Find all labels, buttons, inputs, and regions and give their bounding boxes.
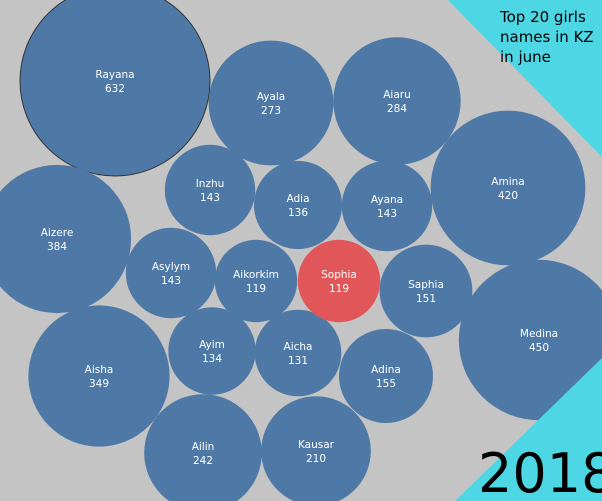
bubble-aiaru[interactable]: Aiaru 284 [333, 37, 461, 165]
bubble-value-aiaru: 284 [387, 103, 407, 115]
bubble-circle-amina[interactable] [430, 110, 586, 266]
bubble-label-sophia: Sophia [321, 269, 357, 281]
bubble-value-kausar: 210 [306, 453, 326, 465]
bubble-amina[interactable]: Amina 420 [430, 110, 586, 266]
bubble-ayana[interactable]: Ayana 143 [341, 160, 433, 252]
bubble-circle-ayim[interactable] [168, 307, 256, 395]
bubble-label-ailin: Ailin [192, 441, 215, 453]
bubble-label-rayana: Rayana [95, 69, 134, 81]
bubble-aisha[interactable]: Aisha 349 [28, 305, 170, 447]
bubble-adina[interactable]: Adina 155 [339, 329, 433, 423]
bubble-ayim[interactable]: Ayim 134 [168, 307, 256, 395]
year-label: 2018 [478, 442, 602, 501]
bubble-circle-saphia[interactable] [379, 244, 473, 338]
bubble-value-aicha: 131 [288, 355, 308, 367]
bubble-value-ailin: 242 [193, 455, 213, 467]
title-line-2: names in KZ [500, 28, 594, 46]
bubble-label-adina: Adina [371, 364, 401, 376]
bubble-asylym[interactable]: Asylym 143 [125, 227, 217, 319]
bubble-ailin[interactable]: Ailin 242 [144, 394, 262, 501]
bubble-label-asylym: Asylym [152, 261, 190, 273]
title-accent-triangle [448, 0, 602, 157]
bubble-circle-medina[interactable] [458, 259, 602, 421]
bubble-label-aikorkim: Aikorkim [233, 269, 279, 281]
bubble-adia[interactable]: Adia 136 [253, 160, 343, 250]
bubble-value-amina: 420 [498, 190, 518, 202]
bubble-sophia[interactable]: Sophia 119 [297, 239, 381, 323]
bubble-circle-asylym[interactable] [125, 227, 217, 319]
bubble-circle-adina[interactable] [339, 329, 433, 423]
bubble-circle-aicha[interactable] [254, 309, 342, 397]
bubble-label-aiaru: Aiaru [383, 89, 411, 101]
bubble-circle-ayala[interactable] [208, 40, 334, 166]
bubble-label-aisha: Aisha [85, 364, 114, 376]
bubble-circle-aiaru[interactable] [333, 37, 461, 165]
bubble-value-adia: 136 [288, 207, 308, 219]
bubble-value-inzhu: 143 [200, 192, 220, 204]
bubble-value-ayana: 143 [377, 208, 397, 220]
bubble-label-aizere: Aizere [41, 227, 74, 239]
bubble-aicha[interactable]: Aicha 131 [254, 309, 342, 397]
bubble-label-saphia: Saphia [408, 279, 444, 291]
bubble-aikorkim[interactable]: Aikorkim 119 [214, 239, 298, 323]
bubble-value-medina: 450 [529, 342, 549, 354]
bubble-inzhu[interactable]: Inzhu 143 [164, 144, 256, 236]
bubble-circle-aisha[interactable] [28, 305, 170, 447]
bubble-circle-adia[interactable] [253, 160, 343, 250]
bubble-aizere[interactable]: Aizere 384 [0, 164, 132, 314]
title-line-3: in june [500, 48, 551, 66]
bubble-label-medina: Medina [520, 328, 558, 340]
bubble-kausar[interactable]: Kausar 210 [261, 396, 371, 501]
bubble-value-ayim: 134 [202, 353, 222, 365]
bubble-circle-ayana[interactable] [341, 160, 433, 252]
bubble-label-ayala: Ayala [257, 91, 285, 103]
bubble-value-rayana: 632 [105, 83, 125, 95]
bubble-circle-inzhu[interactable] [164, 144, 256, 236]
bubble-circle-sophia[interactable] [297, 239, 381, 323]
bubble-label-kausar: Kausar [298, 439, 335, 451]
title-line-1: Top 20 girls [499, 8, 586, 26]
bubble-value-adina: 155 [376, 378, 396, 390]
bubble-value-saphia: 151 [416, 293, 436, 305]
bubble-ayala[interactable]: Ayala 273 [208, 40, 334, 166]
bubble-label-adia: Adia [286, 193, 309, 205]
bubble-value-aisha: 349 [89, 378, 109, 390]
bubble-circle-aizere[interactable] [0, 164, 132, 314]
bubble-value-ayala: 273 [261, 105, 281, 117]
bubble-circle-aikorkim[interactable] [214, 239, 298, 323]
bubble-circle-rayana[interactable] [19, 0, 211, 177]
bubble-saphia[interactable]: Saphia 151 [379, 244, 473, 338]
bubble-value-aizere: 384 [47, 241, 67, 253]
bubble-label-ayana: Ayana [371, 194, 403, 206]
bubble-value-sophia: 119 [329, 283, 349, 295]
bubble-medina[interactable]: Medina 450 [458, 259, 602, 421]
year-accent-triangle [455, 358, 602, 501]
bubble-value-asylym: 143 [161, 275, 181, 287]
chart-title: Top 20 girls names in KZ in june [499, 8, 594, 66]
bubble-label-aicha: Aicha [284, 341, 313, 353]
bubble-circle-kausar[interactable] [261, 396, 371, 501]
bubble-rayana[interactable]: Rayana 632 [19, 0, 211, 177]
bubble-circle-ailin[interactable] [144, 394, 262, 501]
bubble-value-aikorkim: 119 [246, 283, 266, 295]
bubble-label-inzhu: Inzhu [196, 178, 225, 190]
bubble-label-ayim: Ayim [199, 339, 225, 351]
bubble-label-amina: Amina [491, 176, 524, 188]
